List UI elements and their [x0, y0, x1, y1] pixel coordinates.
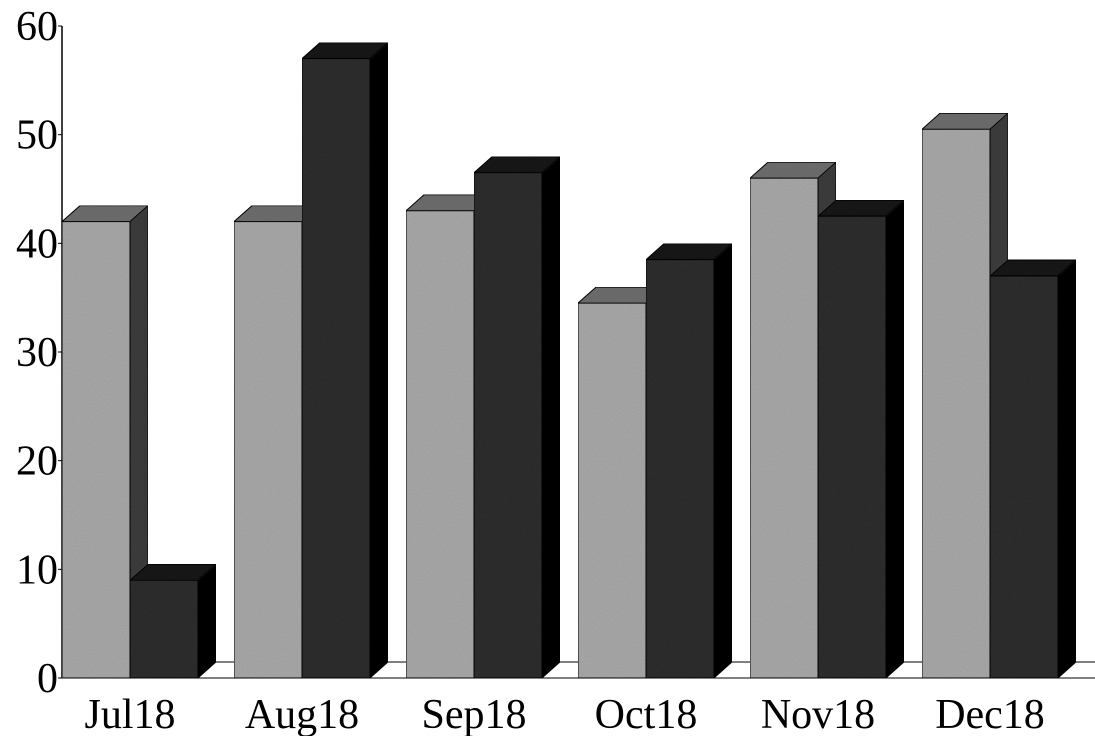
- bar: [816, 199, 906, 680]
- y-tick-label: 30: [16, 330, 58, 376]
- x-category-label: Dec18: [935, 692, 1045, 736]
- bar-front-face: [405, 210, 475, 679]
- bar-front-face: [577, 302, 647, 679]
- bar-side-face: [713, 242, 733, 680]
- y-tick-label: 50: [16, 113, 58, 159]
- y-tick-label: 0: [37, 656, 58, 702]
- bar-front-face: [749, 177, 819, 679]
- bar-front-face: [921, 128, 991, 679]
- bar-front-face: [129, 579, 199, 679]
- bar-side-face: [541, 155, 561, 680]
- y-tick-label: 40: [16, 221, 58, 267]
- bar-front-face: [989, 275, 1059, 679]
- bar-side-face: [197, 563, 217, 680]
- x-category-label: Oct18: [595, 692, 698, 736]
- bar-front-face: [817, 215, 887, 679]
- bar: [300, 41, 390, 680]
- bar-front-face: [233, 221, 303, 679]
- category-labels: Jul18 Aug18 Sep18 Oct18 Nov18 Dec18: [84, 692, 1045, 738]
- x-category-label: Aug18: [245, 692, 359, 736]
- bars: [60, 41, 1078, 680]
- x-category-label: Nov18: [761, 692, 875, 736]
- y-tick-label: 20: [16, 439, 58, 485]
- bar-front-face: [301, 58, 371, 679]
- y-tick-label: 10: [16, 547, 58, 593]
- bar-side-face: [369, 41, 389, 680]
- bar: [988, 258, 1078, 680]
- y-axis: 0 10 20 30 40 50 60: [16, 4, 63, 702]
- bar-front-face: [645, 259, 715, 679]
- bar: [128, 563, 218, 680]
- bar: [644, 242, 734, 680]
- x-category-label: Sep18: [422, 692, 527, 736]
- bar-front-face: [473, 172, 543, 679]
- bar-front-face: [61, 221, 131, 679]
- y-tick-label: 60: [16, 4, 58, 50]
- bar-side-face: [885, 199, 905, 680]
- bar: [60, 204, 150, 680]
- bar-side-face: [1057, 258, 1077, 680]
- x-category-label: Jul18: [84, 692, 175, 736]
- bar: [472, 155, 562, 680]
